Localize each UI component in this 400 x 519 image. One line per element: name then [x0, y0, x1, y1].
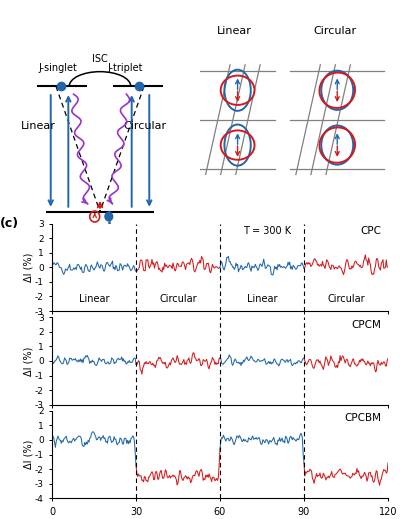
- Text: Circular: Circular: [314, 25, 357, 36]
- Text: J-triplet: J-triplet: [107, 63, 142, 73]
- Text: Linear: Linear: [216, 25, 251, 36]
- Text: (c): (c): [0, 217, 19, 230]
- Text: Circular: Circular: [123, 120, 166, 130]
- Y-axis label: ΔI (%): ΔI (%): [23, 440, 33, 469]
- Text: T = 300 K: T = 300 K: [244, 226, 292, 236]
- Y-axis label: ΔI (%): ΔI (%): [23, 253, 33, 282]
- Circle shape: [105, 212, 113, 221]
- Text: Linear: Linear: [247, 294, 277, 304]
- Text: Circular: Circular: [327, 294, 365, 304]
- Text: Circular: Circular: [159, 294, 197, 304]
- Text: ISC: ISC: [92, 54, 108, 64]
- Text: CPC: CPC: [360, 226, 381, 236]
- Text: J-singlet: J-singlet: [38, 63, 77, 73]
- Y-axis label: ΔI (%): ΔI (%): [23, 346, 33, 376]
- Text: CPCBM: CPCBM: [344, 414, 381, 424]
- Text: Linear: Linear: [79, 294, 109, 304]
- Text: CPCM: CPCM: [352, 320, 381, 330]
- Text: Linear: Linear: [21, 120, 56, 130]
